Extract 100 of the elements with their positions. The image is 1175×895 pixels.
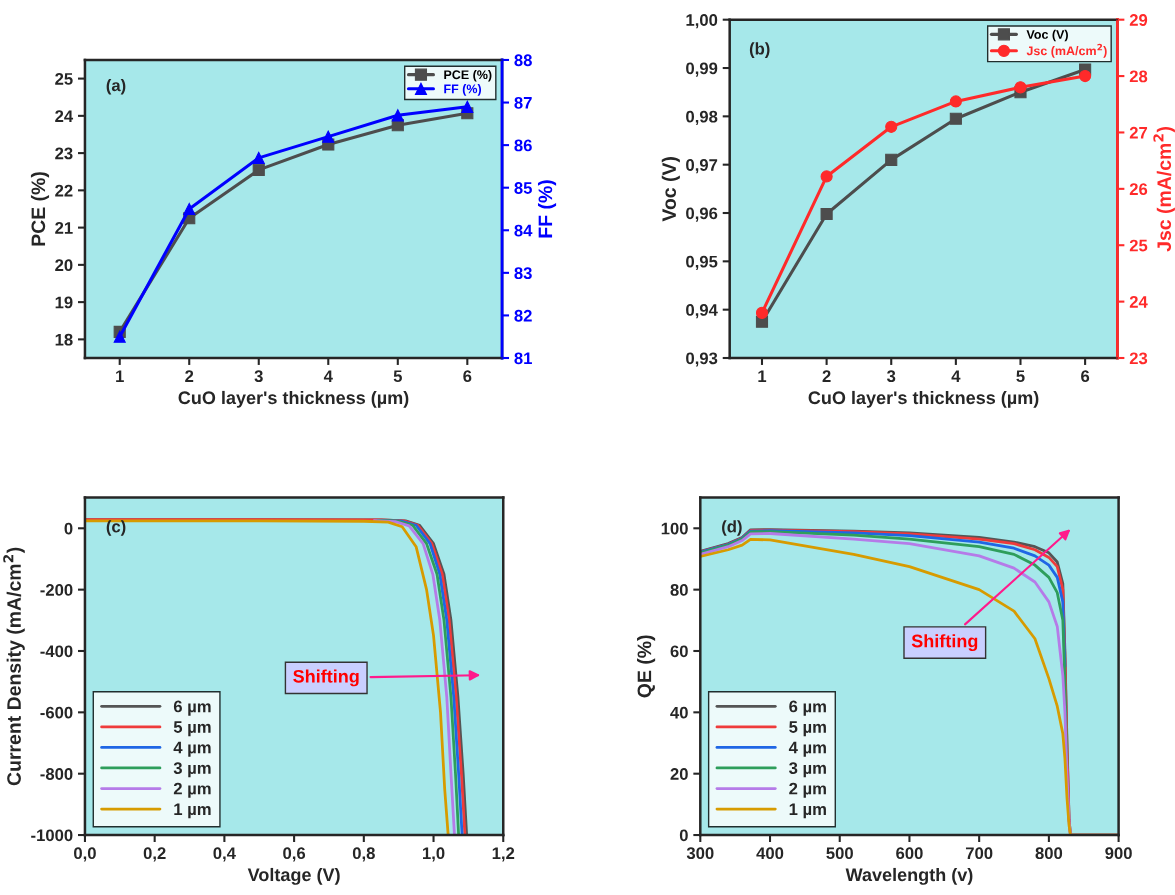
y-tick-label: -600 (40, 706, 73, 719)
y-tick-label: 60 (670, 645, 688, 658)
x-tick-label: 5 (1016, 370, 1025, 383)
y2-tick-label: 24 (1129, 296, 1148, 308)
x-tick-label: 1 (116, 370, 124, 382)
y-tick-label: 100 (661, 522, 688, 535)
x-tick-label: 3 (886, 370, 896, 383)
y2-tick-label: 26 (1129, 183, 1148, 196)
x-tick-label: 0,0 (74, 847, 96, 862)
x-tick-label: 800 (1035, 847, 1063, 860)
point (391, 109, 404, 122)
y-tick-label: 0,98 (686, 110, 718, 125)
y-axis-title: Current Density (mA/cm$^{2}$) (3, 547, 25, 786)
y-tick-label: -200 (40, 584, 73, 596)
point (949, 95, 962, 108)
point (820, 170, 833, 183)
x-tick-label: 0,6 (283, 847, 306, 862)
point (322, 130, 335, 143)
y-tick-label: 22 (55, 184, 73, 197)
x-tick-label: 900 (1105, 847, 1132, 860)
y2-tick-label: 27 (1129, 126, 1148, 139)
point (885, 120, 898, 133)
legend-label: 5 µm (173, 721, 211, 737)
legend-label: 3 µm (789, 762, 826, 778)
y-tick-label: 80 (670, 584, 688, 596)
legend-label: 5 µm (789, 721, 826, 737)
x-tick-label: 2 (822, 370, 831, 382)
y-tick-label: 1,00 (686, 14, 718, 29)
y-tick-label: 23 (55, 147, 73, 160)
x-tick-label: 2 (185, 370, 194, 382)
y-tick-label: 0,96 (686, 207, 718, 222)
annotation: Shifting (293, 669, 359, 687)
x-tick-label: 3 (254, 370, 263, 383)
y2-tick-label: 86 (514, 139, 532, 152)
y2-axis-title: FF (%) (537, 180, 557, 238)
y-tick-label: -800 (40, 768, 73, 780)
y-tick-label: 0,94 (686, 304, 718, 319)
point (252, 151, 265, 164)
legend-label: 3 µm (173, 762, 211, 778)
x-tick-label: 6 (463, 370, 472, 383)
point (949, 112, 962, 125)
y2-tick-label: 25 (1129, 239, 1148, 252)
point (820, 207, 833, 221)
y-axis-title: Voc (V) (661, 157, 680, 222)
annotation: (b) (749, 42, 770, 58)
legend-label: Voc (V) (1026, 29, 1068, 42)
x-tick-label: 300 (686, 847, 714, 860)
x-tick-label: 4 (951, 370, 961, 382)
y2-axis-title: Jsc (mA/cm$^{2}$) (1153, 126, 1175, 252)
x-tick-label: 600 (896, 847, 923, 860)
legend-label: 4 µm (173, 741, 211, 757)
y2-tick-label: 29 (1129, 14, 1148, 26)
y-tick-label: 20 (55, 259, 73, 272)
x-tick-label: 400 (756, 847, 784, 860)
legend-label: Jsc (mA/cm$^{2}$) (1026, 43, 1107, 58)
y-tick-label: 20 (670, 768, 688, 780)
x-tick-label: 0,4 (213, 847, 236, 862)
y-tick-label: 0 (64, 522, 73, 535)
annotation: (c) (106, 520, 126, 536)
annotation: (a) (106, 79, 126, 95)
y-tick-label: 0 (679, 829, 688, 842)
legend-label: 1 µm (174, 803, 211, 819)
legend-label: 2 µm (789, 782, 826, 798)
x-tick-label: 0,8 (352, 847, 375, 862)
point (461, 100, 474, 113)
y2-tick-label: 87 (514, 96, 532, 109)
x-axis-title: CuO layer's thickness (µm) (178, 390, 409, 408)
y2-tick-label: 82 (514, 309, 532, 322)
y-tick-label: 0,93 (686, 352, 718, 367)
legend-label: 2 µm (173, 782, 211, 798)
y2-tick-label: 28 (1129, 70, 1148, 83)
legend-label: 6 µm (173, 700, 211, 716)
x-axis-title: Wavelength (v) (845, 867, 973, 885)
annotation: (d) (722, 520, 742, 536)
y-tick-label: -400 (40, 645, 73, 658)
legend-label: PCE (%) (444, 69, 492, 82)
x-tick-label: 5 (393, 370, 402, 383)
point (113, 330, 126, 343)
y-tick-label: 25 (55, 72, 73, 85)
y-axis-title: PCE (%) (30, 172, 50, 246)
y-tick-label: 0,95 (686, 255, 718, 270)
point (755, 306, 769, 319)
y-tick-label: 21 (55, 222, 73, 234)
y-tick-label: 0,99 (686, 62, 718, 77)
point (183, 202, 196, 216)
legend-label: 4 µm (788, 741, 826, 757)
x-tick-label: 500 (826, 847, 853, 860)
annotation: Shifting (911, 634, 978, 652)
point (885, 153, 898, 166)
y2-tick-label: 81 (514, 352, 532, 365)
y-tick-label: 40 (670, 706, 688, 719)
legend-label: FF (%) (444, 84, 482, 96)
y2-tick-label: 85 (514, 182, 532, 194)
y-tick-label: 19 (55, 296, 73, 309)
point (1079, 70, 1092, 83)
y-tick-label: 24 (55, 110, 74, 122)
x-axis-title: CuO layer's thickness (µm) (808, 390, 1039, 408)
x-tick-label: 4 (323, 370, 333, 382)
x-tick-label: 0,2 (143, 847, 166, 862)
y-tick-label: 18 (55, 333, 73, 346)
